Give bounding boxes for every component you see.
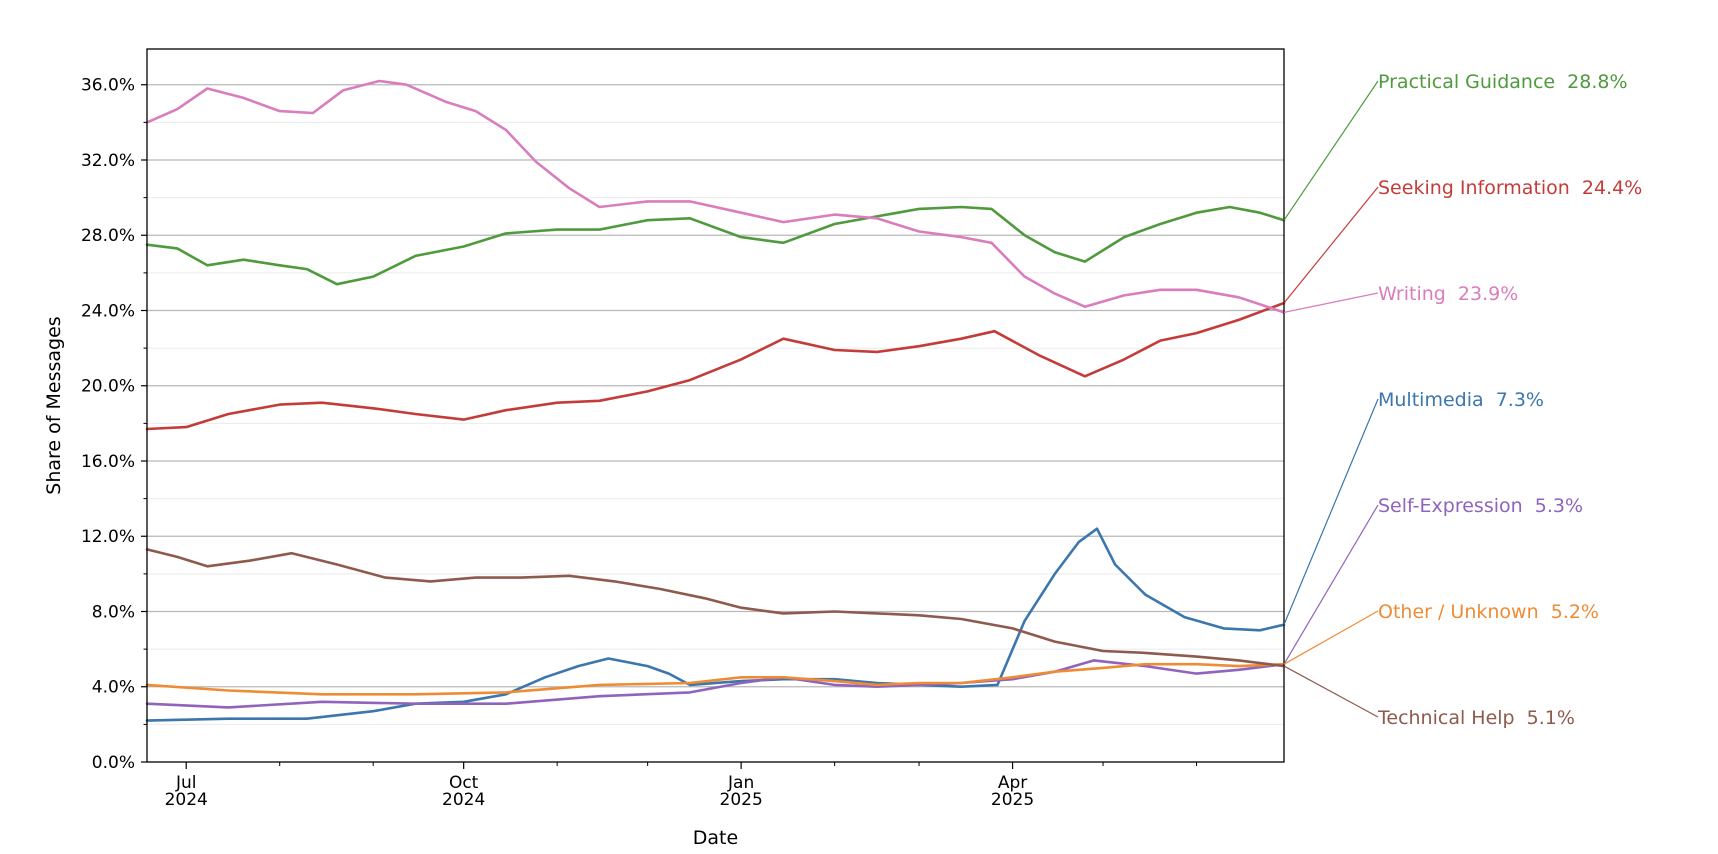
leader-line-multimedia (1283, 398, 1379, 625)
series-end-labels: Practical Guidance 28.8% Seeking Informat… (1283, 71, 1642, 729)
y-tick-label: 12.0% (81, 527, 135, 547)
leader-line-seeking-information (1283, 186, 1379, 304)
plot-frame (146, 48, 1285, 763)
x-tick-label-month: Jan (727, 773, 754, 793)
series-line-practical-guidance (145, 205, 1286, 286)
y-tick-label: 8.0% (92, 602, 135, 622)
y-tick-label: 16.0% (81, 452, 135, 472)
x-tick-label-year: 2025 (991, 790, 1034, 810)
y-tick-label: 36.0% (81, 76, 135, 96)
series-line-seeking-information (145, 301, 1286, 431)
end-label-practical-guidance: Practical Guidance 28.8% (1378, 71, 1628, 93)
x-tick-label-month: Oct (449, 773, 479, 793)
end-label-writing: Writing 23.9% (1378, 283, 1518, 305)
leader-line-practical-guidance (1283, 80, 1379, 221)
end-label-seeking-information: Seeking Information 24.4% (1378, 177, 1642, 199)
y-tick-label: 20.0% (81, 377, 135, 397)
y-tick-label: 0.0% (92, 753, 135, 773)
y-axis-title: Share of Messages (43, 316, 65, 494)
series-line-technical-help (145, 548, 1286, 668)
gridlines (147, 84, 1284, 725)
series-line-other-unknown (145, 662, 1286, 696)
x-tick-label-month: Jul (175, 773, 197, 793)
leader-line-writing (1283, 292, 1379, 313)
end-label-self-expression: Self-Expression 5.3% (1378, 495, 1583, 517)
leader-line-technical-help (1283, 665, 1379, 718)
x-axis-title: Date (693, 827, 738, 849)
end-label-multimedia: Multimedia 7.3% (1378, 389, 1544, 411)
y-tick-label: 4.0% (92, 678, 135, 698)
y-tick-label: 32.0% (81, 151, 135, 171)
end-label-technical-help: Technical Help 5.1% (1377, 707, 1575, 729)
end-label-other-unknown: Other / Unknown 5.2% (1378, 601, 1599, 623)
x-tick-label-year: 2024 (442, 790, 485, 810)
y-axis: 0.0% 4.0% 8.0% 12.0% 16.0% 20.0% 24.0% 28.0% 32.… (81, 76, 147, 773)
y-tick-label: 24.0% (81, 301, 135, 321)
series-lines (145, 79, 1286, 722)
y-tick-label: 28.0% (81, 226, 135, 246)
x-tick-label-year: 2024 (165, 790, 208, 810)
leader-line-self-expression (1283, 504, 1379, 665)
leader-line-other-unknown (1283, 610, 1379, 665)
series-line-writing (145, 79, 1286, 314)
x-tick-label-month: Apr (998, 773, 1027, 793)
x-tick-label-year: 2025 (720, 790, 763, 810)
